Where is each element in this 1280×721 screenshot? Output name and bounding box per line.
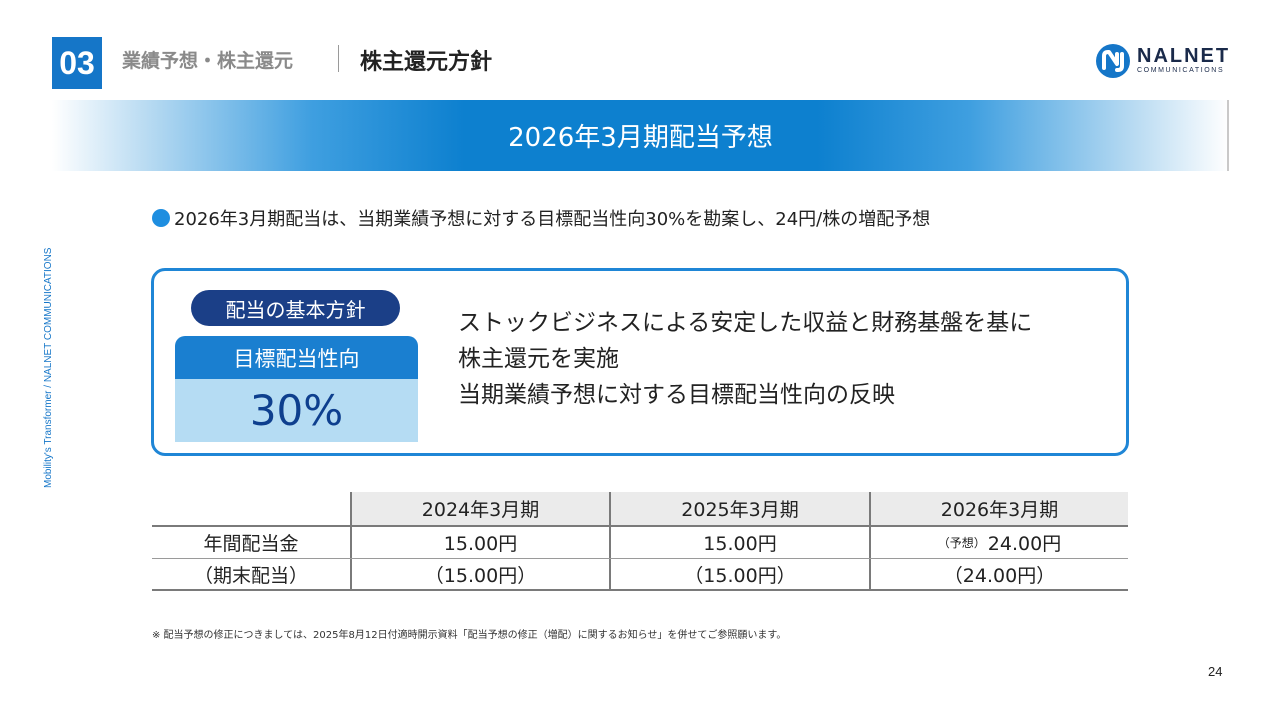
footnote: ※ 配当予想の修正につきましては、2025年8月12日付適時開示資料「配当予想の… [152,630,787,641]
summary-bullet: 2026年3月期配当は、当期業績予想に対する目標配当性向30%を勘案し、24円/… [152,205,930,231]
row-label: （期末配当） [193,564,308,587]
table-row: 年間配当金 15.00円 15.00円 （予想） 24.00円 [152,525,1128,558]
page-number: 24 [1208,664,1223,679]
company-logo: NALNET COMMUNICATIONS [1095,43,1230,79]
nalnet-logo-icon [1096,44,1130,78]
policy-line: 株主還元を実施 [458,346,619,372]
table-row: （期末配当） （15.00円） （15.00円） （24.00円） [152,558,1128,591]
forecast-note: （予想） [937,536,986,550]
section-number-badge: 03 [52,37,102,89]
ratio-label: 目標配当性向 [175,336,418,379]
section-banner: 2026年3月期配当予想 [52,100,1229,171]
table-header-cell [152,492,350,525]
table-cell: 15.00円 [609,527,869,558]
table-header-row: 2024年3月期 2025年3月期 2026年3月期 [152,492,1128,525]
table-cell-forecast: （予想） 24.00円 [869,527,1128,558]
logo-name: NALNET [1137,45,1231,67]
dividend-table: 2024年3月期 2025年3月期 2026年3月期 年間配当金 15.00円 … [152,492,1128,591]
table-header-cell: 2025年3月期 [609,492,869,525]
table-cell: （15.00円） [350,559,609,589]
breadcrumb-divider [338,45,339,72]
table-cell: 15.00円 [350,527,609,558]
table-cell-value: 24.00円 [987,533,1062,555]
section-title: 業績予想・株主還元 [122,50,294,72]
banner-title: 2026年3月期配当予想 [508,123,773,153]
policy-pill-label: 配当の基本方針 [191,290,400,326]
policy-description: ストックビジネスによる安定した収益と財務基盤を基に 株主還元を実施 当期業績予想… [458,305,1032,413]
table-header-cell: 2024年3月期 [350,492,609,525]
row-label: 年間配当金 [203,533,299,555]
summary-text: 2026年3月期配当は、当期業績予想に対する目標配当性向30%を勘案し、24円/… [174,209,931,230]
bullet-dot-icon [152,209,170,227]
banner-edge-line [1227,100,1229,171]
logo-subtitle: COMMUNICATIONS [1137,67,1225,74]
policy-line: 当期業績予想に対する目標配当性向の反映 [458,382,895,408]
ratio-value: 30% [249,386,344,435]
table-cell: （24.00円） [869,559,1128,589]
ratio-value-box: 30% [175,379,418,442]
side-vertical-text: Mobility's Transformer / NALNET COMMUNIC… [43,247,54,488]
page-title: 株主還元方針 [360,50,493,75]
table-cell: （15.00円） [609,559,869,589]
policy-line: ストックビジネスによる安定した収益と財務基盤を基に [458,310,1033,336]
table-header-cell: 2026年3月期 [869,492,1128,525]
